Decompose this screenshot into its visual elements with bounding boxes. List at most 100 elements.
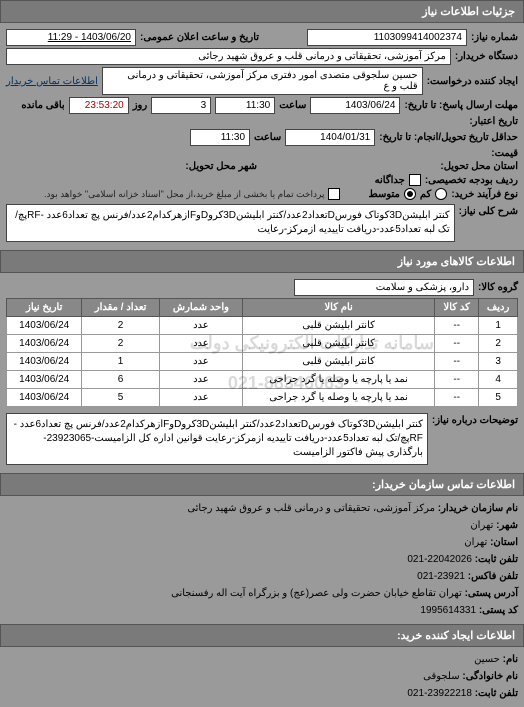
requester-field: حسین سلجوقی متصدی امور دفتری مرکز آموزشی… xyxy=(102,67,423,95)
org-province-label: استان: xyxy=(490,537,518,548)
table-row: 2--کانتر ابلیشن قلبیعدد21403/06/24 xyxy=(7,335,518,353)
price-label: قیمت: xyxy=(491,148,518,159)
table-cell: نمد یا پارچه یا وصله یا گرد جراحی xyxy=(243,371,435,389)
table-row: 5--نمد یا پارچه یا وصله یا گرد جراحیعدد5… xyxy=(7,389,518,407)
creator-last-label: نام خانوادگی: xyxy=(462,671,518,682)
budget-row-label: ردیف بودجه تخصیصی: xyxy=(425,175,518,186)
group-field: دارو، پزشکی و سلامت xyxy=(294,279,474,296)
table-header: نام کالا xyxy=(243,299,435,317)
creator-first-label: نام: xyxy=(503,654,518,665)
table-header: تاریخ نیاز xyxy=(7,299,82,317)
deadline-label: مهلت ارسال پاسخ: تا تاریخ: xyxy=(404,100,518,111)
group-label: گروه کالا: xyxy=(478,282,518,293)
creator-block: نام: حسین نام خانوادگی: سلجوقی تلفن ثابت… xyxy=(0,647,524,707)
delivery-from-label: حداقل تاریخ تحویل/انجام: تا تاریخ: xyxy=(379,132,518,143)
table-cell: -- xyxy=(435,389,479,407)
table-header: کد کالا xyxy=(435,299,479,317)
table-cell: 2 xyxy=(82,317,159,335)
creator-last: سلجوقی xyxy=(423,671,459,682)
days-label: روز xyxy=(133,100,148,111)
creator-phone: 23922218-021 xyxy=(407,688,472,699)
buyer-dev-field: مرکز آموزشی، تحقیقاتی و درمانی قلب و عرو… xyxy=(6,48,451,65)
table-cell: عدد xyxy=(159,335,242,353)
table-row: 1--کانتر ابلیشن قلبیعدد21403/06/24 xyxy=(7,317,518,335)
table-cell: 6 xyxy=(82,371,159,389)
desc-field: کنتر ابلیشن3Dکوتاک فورسDتعداد2عدد/کنتر ا… xyxy=(6,204,455,242)
buyer-dev-label: دستگاه خریدار: xyxy=(455,51,518,62)
table-row: 4--نمد یا پارچه یا وصله یا گرد جراحیعدد6… xyxy=(7,371,518,389)
table-cell: 2 xyxy=(82,335,159,353)
contact-link[interactable]: اطلاعات تماس خریدار xyxy=(6,76,98,87)
table-row: 3--کانتر ابلیشن قلبیعدد11403/06/24 xyxy=(7,353,518,371)
org-fax-label: تلفن فاکس: xyxy=(468,571,518,582)
table-cell: -- xyxy=(435,353,479,371)
org-addr: تهران تقاطع خیابان حضرت ولی عصر(عج) و بز… xyxy=(171,588,462,599)
table-cell: نمد یا پارچه یا وصله یا گرد جراحی xyxy=(243,389,435,407)
org-fax: 23921-021 xyxy=(417,571,465,582)
radio-low[interactable] xyxy=(435,188,447,200)
country-label: استان محل تحویل: xyxy=(440,161,518,172)
delivery-from-hour: 11:30 xyxy=(190,129,250,146)
requester-label: ایجاد کننده درخواست: xyxy=(427,76,518,87)
creator-first: حسین xyxy=(474,654,500,665)
table-cell: عدد xyxy=(159,317,242,335)
org-name-label: نام سازمان خریدار: xyxy=(438,503,518,514)
org-city: تهران xyxy=(470,520,493,531)
section-header-buyer-contact: اطلاعات تماس سازمان خریدار: xyxy=(0,473,524,496)
notes-field: کنتر ابلیشن3Dکوتاک فورسDتعداد2عدد/کنتر ا… xyxy=(6,413,428,465)
deadline-date: 1403/06/24 xyxy=(310,97,400,114)
separate-checkbox[interactable] xyxy=(409,174,421,186)
radio-med[interactable] xyxy=(404,188,416,200)
org-addr-label: آدرس پستی: xyxy=(465,588,518,599)
city-label: شهر محل تحویل: xyxy=(185,161,257,172)
table-cell: عدد xyxy=(159,353,242,371)
table-cell: 3 xyxy=(479,353,518,371)
barcode-label: نوع فرآیند خرید: xyxy=(451,189,518,200)
days-field: 3 xyxy=(151,97,211,114)
table-cell: عدد xyxy=(159,389,242,407)
org-name: مرکز آموزشی، تحقیقاتی و درمانی قلب و عرو… xyxy=(187,503,435,514)
table-cell: 1403/06/24 xyxy=(7,317,82,335)
low-label: کم xyxy=(420,189,431,200)
goods-block: گروه کالا: دارو، پزشکی و سلامت ردیفکد کا… xyxy=(0,273,524,473)
med-label: متوسط xyxy=(368,189,399,200)
org-city-label: شهر: xyxy=(496,520,518,531)
desc-label: شرح کلی نیاز: xyxy=(459,202,518,217)
table-cell: 4 xyxy=(479,371,518,389)
section-header-goods: اطلاعات کالاهای مورد نیاز xyxy=(0,250,524,273)
validity-label: تاریخ اعتبار: xyxy=(469,116,518,127)
table-cell: 1403/06/24 xyxy=(7,353,82,371)
need-info-block: شماره نیاز: 1103099414002374 تاریخ و ساع… xyxy=(0,23,524,250)
table-cell: 1403/06/24 xyxy=(7,371,82,389)
delivery-from-date: 1404/01/31 xyxy=(285,129,375,146)
table-cell: 5 xyxy=(82,389,159,407)
buyer-contact-block: نام سازمان خریدار: مرکز آموزشی، تحقیقاتی… xyxy=(0,496,524,624)
table-cell: کانتر ابلیشن قلبی xyxy=(243,353,435,371)
table-cell: 1403/06/24 xyxy=(7,335,82,353)
pub-date-label: تاریخ و ساعت اعلان عمومی: xyxy=(140,32,259,43)
section-header-creator: اطلاعات ایجاد کننده خرید: xyxy=(0,624,524,647)
table-cell: 2 xyxy=(479,335,518,353)
remain-field: 23:53:20 xyxy=(69,97,129,114)
table-cell: کانتر ابلیشن قلبی xyxy=(243,317,435,335)
deadline-hour: 11:30 xyxy=(215,97,275,114)
table-cell: 1 xyxy=(82,353,159,371)
org-code-label: کد پستی: xyxy=(479,605,518,616)
goods-table: ردیفکد کالانام کالاواحد شمارشتعداد / مقد… xyxy=(6,298,518,407)
table-cell: عدد xyxy=(159,371,242,389)
req-no-field: 1103099414002374 xyxy=(307,29,467,46)
prepay-checkbox[interactable] xyxy=(328,188,340,200)
table-cell: 5 xyxy=(479,389,518,407)
table-cell: -- xyxy=(435,371,479,389)
table-cell: 1 xyxy=(479,317,518,335)
creator-phone-label: تلفن ثابت: xyxy=(475,688,518,699)
separate-label: جداگانه xyxy=(375,175,405,186)
table-cell: 1403/06/24 xyxy=(7,389,82,407)
org-code: 1995614331 xyxy=(420,605,476,616)
pub-date-field: 1403/06/20 - 11:29 xyxy=(6,29,136,46)
org-province: تهران xyxy=(464,537,487,548)
table-cell: -- xyxy=(435,317,479,335)
prepay-note: پرداخت تمام یا بخشی از مبلغ خرید،از محل … xyxy=(44,189,324,200)
remain-label: باقی مانده xyxy=(21,100,64,111)
notes-label: توضیحات درباره نیاز: xyxy=(432,411,518,426)
